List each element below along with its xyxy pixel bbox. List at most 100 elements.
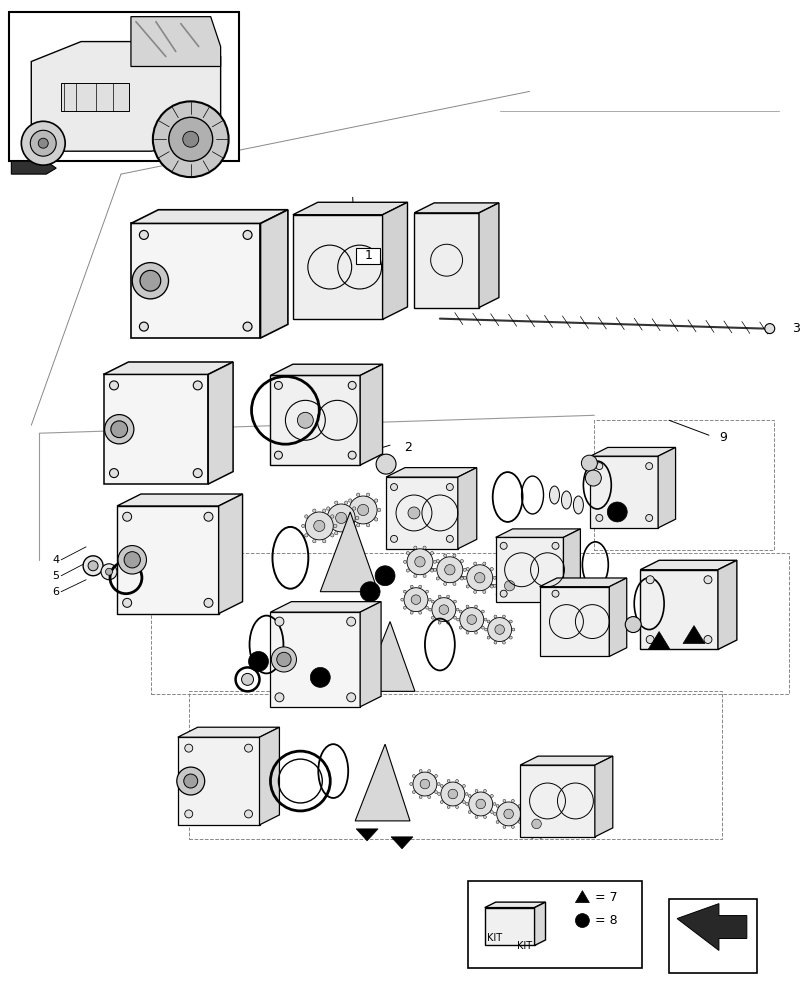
Circle shape (490, 585, 493, 588)
Circle shape (132, 263, 169, 299)
Circle shape (474, 816, 478, 818)
Polygon shape (131, 223, 260, 338)
Circle shape (242, 322, 251, 331)
Circle shape (410, 611, 413, 614)
Circle shape (366, 493, 369, 496)
Circle shape (404, 588, 427, 612)
Circle shape (304, 515, 307, 518)
Polygon shape (270, 602, 380, 612)
Circle shape (522, 584, 526, 587)
Circle shape (508, 636, 512, 639)
Circle shape (481, 610, 483, 613)
Circle shape (483, 816, 486, 818)
Bar (594, 420, 773, 550)
Circle shape (521, 812, 523, 815)
Circle shape (204, 598, 212, 607)
Circle shape (496, 575, 499, 579)
Circle shape (436, 559, 439, 563)
Circle shape (551, 542, 558, 549)
Polygon shape (676, 904, 746, 950)
Circle shape (496, 573, 522, 599)
Polygon shape (520, 756, 612, 765)
Circle shape (330, 534, 333, 537)
Circle shape (523, 814, 526, 817)
Circle shape (468, 794, 470, 797)
Circle shape (521, 822, 524, 825)
Circle shape (512, 598, 515, 601)
Circle shape (508, 620, 512, 623)
Polygon shape (539, 578, 626, 587)
Polygon shape (414, 203, 498, 213)
Circle shape (502, 826, 505, 828)
Circle shape (473, 562, 476, 565)
Polygon shape (270, 364, 382, 375)
Circle shape (352, 526, 355, 529)
Circle shape (406, 569, 409, 572)
Circle shape (109, 469, 118, 478)
Circle shape (277, 652, 290, 667)
Circle shape (322, 509, 325, 512)
Circle shape (460, 577, 463, 580)
Polygon shape (131, 17, 221, 66)
Polygon shape (539, 587, 608, 656)
Circle shape (645, 514, 652, 521)
Circle shape (334, 501, 337, 504)
Circle shape (204, 512, 212, 521)
Polygon shape (682, 626, 704, 644)
Text: 5: 5 (52, 571, 59, 581)
Circle shape (595, 514, 602, 521)
Polygon shape (478, 203, 498, 308)
Circle shape (418, 611, 421, 614)
Circle shape (305, 512, 333, 540)
Circle shape (546, 814, 548, 817)
Circle shape (344, 532, 347, 535)
Circle shape (431, 598, 455, 622)
Circle shape (496, 802, 520, 826)
Circle shape (105, 415, 134, 444)
Circle shape (412, 775, 414, 777)
Circle shape (375, 454, 396, 474)
Circle shape (109, 381, 118, 390)
Circle shape (502, 799, 505, 802)
Circle shape (517, 804, 521, 807)
Circle shape (466, 605, 469, 608)
Circle shape (607, 502, 626, 522)
Circle shape (423, 546, 426, 549)
Circle shape (453, 616, 456, 619)
Circle shape (453, 600, 456, 603)
Polygon shape (414, 213, 478, 308)
Circle shape (487, 618, 511, 642)
Circle shape (403, 560, 406, 563)
Circle shape (169, 117, 212, 161)
Circle shape (242, 230, 251, 239)
Polygon shape (11, 161, 56, 174)
Polygon shape (608, 578, 626, 656)
Circle shape (487, 620, 489, 623)
Circle shape (474, 605, 477, 608)
Circle shape (38, 138, 48, 148)
Circle shape (124, 552, 140, 568)
Circle shape (374, 499, 377, 502)
Circle shape (517, 821, 521, 823)
Polygon shape (104, 362, 233, 374)
Circle shape (348, 499, 351, 502)
Circle shape (425, 606, 428, 609)
Circle shape (575, 914, 589, 928)
Bar (10, 12, 238, 161)
Circle shape (377, 508, 380, 512)
Polygon shape (385, 468, 476, 477)
Bar (356, 248, 380, 264)
Circle shape (375, 566, 394, 586)
Ellipse shape (573, 496, 582, 514)
Circle shape (438, 621, 440, 624)
Circle shape (443, 554, 446, 557)
Polygon shape (647, 632, 669, 649)
Polygon shape (131, 210, 288, 223)
Circle shape (418, 796, 422, 799)
Circle shape (152, 101, 229, 177)
Circle shape (492, 576, 496, 579)
Circle shape (496, 804, 498, 807)
Circle shape (177, 767, 204, 795)
Circle shape (446, 595, 449, 598)
Circle shape (185, 744, 192, 752)
